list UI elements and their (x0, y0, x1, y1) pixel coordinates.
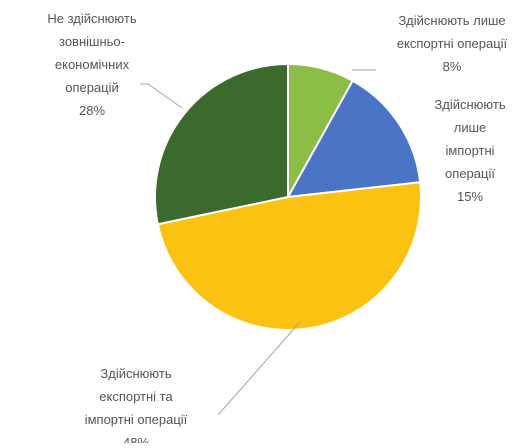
leader-lines-layer (140, 69, 376, 416)
data-labels-layer: Здійснюють лише експортні операції 8%Здійс… (47, 11, 508, 448)
slice-label-line: лише (454, 120, 487, 135)
slice-label-3: Здійснюють експортні та імпортні операції 4… (85, 366, 188, 443)
slices-layer (154, 62, 422, 331)
slice-label-line: Не здійснюють (47, 11, 136, 26)
slice-percent-label: 15% (457, 189, 483, 204)
slice-percent-label: 28% (79, 103, 105, 118)
slice-label-line: Здійснюють лише (398, 13, 505, 28)
slice-label-line: Здійснюють (434, 97, 505, 112)
pie-slice-2 (286, 79, 422, 199)
pie-slice-4 (154, 62, 289, 226)
slice-label-line: експортні операції (397, 36, 508, 51)
slice-label-4: Не здійснюють зовнішньо-економічних операц… (47, 11, 136, 118)
slice-label-1: Здійснюють лише експортні операції 8% (397, 13, 508, 74)
slice-label-line: імпортні операції (85, 412, 188, 427)
slice-label-line: експортні та (99, 389, 173, 404)
slice-label-line: економічних (55, 57, 130, 72)
slice-percent-label: 8% (443, 59, 462, 74)
slice-label-line: імпортні (445, 143, 494, 158)
slice-label-2: Здійснюють лише імпортні операції 15% (434, 97, 505, 204)
leader-line-3 (217, 321, 301, 416)
slice-percent-label: 48% (123, 435, 149, 443)
slice-label-line: операції (445, 166, 495, 181)
slice-label-line: зовнішньо- (59, 34, 125, 49)
leader-line-4 (140, 83, 183, 109)
pie-slice-3 (156, 181, 422, 331)
slice-label-line: операцій (65, 80, 119, 95)
slice-label-line: Здійснюють (100, 366, 171, 381)
